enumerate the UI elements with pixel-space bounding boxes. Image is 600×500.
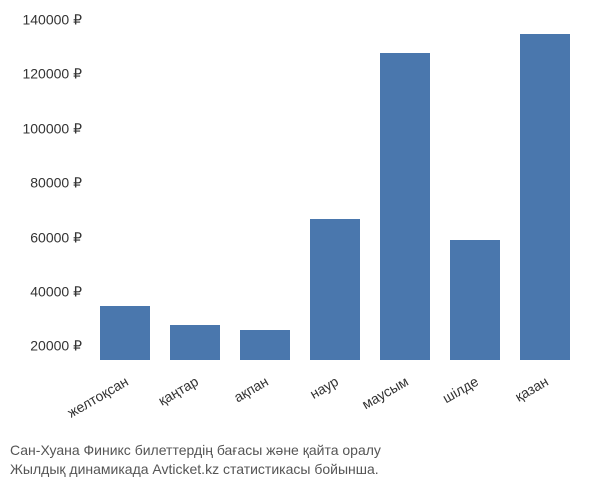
- bar: [380, 53, 430, 360]
- y-tick-label: 80000 ₽: [30, 175, 82, 192]
- y-tick-label: 100000 ₽: [22, 120, 82, 137]
- y-tick-label: 60000 ₽: [30, 229, 82, 246]
- x-tick-label: қазан: [512, 373, 551, 405]
- bar: [240, 330, 290, 360]
- bar: [450, 240, 500, 360]
- y-tick-label: 40000 ₽: [30, 284, 82, 301]
- bar: [170, 325, 220, 360]
- bars-container: [90, 20, 580, 360]
- x-axis-labels: желтоқсанқаңтарақпаннаурмаусымшілдеқазан: [90, 365, 580, 435]
- chart-caption: Сан-Хуана Финикс билеттердің бағасы және…: [10, 441, 381, 480]
- bar: [100, 306, 150, 360]
- y-axis: 20000 ₽ 40000 ₽ 60000 ₽ 80000 ₽ 100000 ₽ 1200…: [0, 20, 90, 360]
- x-tick-label: желтоқсан: [65, 373, 131, 421]
- x-tick-label: маусым: [359, 373, 411, 412]
- y-tick-label: 140000 ₽: [22, 12, 82, 29]
- caption-line-2: Жылдық динамикада Avticket.kz статистика…: [10, 460, 381, 480]
- x-tick-label: шілде: [440, 373, 481, 406]
- x-tick-label: ақпан: [231, 373, 271, 405]
- y-tick-label: 120000 ₽: [22, 66, 82, 83]
- x-tick-label: наур: [307, 373, 341, 402]
- y-tick-label: 20000 ₽: [30, 338, 82, 355]
- bar: [520, 34, 570, 360]
- x-tick-label: қаңтар: [155, 373, 201, 409]
- caption-line-1: Сан-Хуана Финикс билеттердің бағасы және…: [10, 441, 381, 461]
- chart-plot-area: [90, 20, 580, 360]
- bar: [310, 219, 360, 360]
